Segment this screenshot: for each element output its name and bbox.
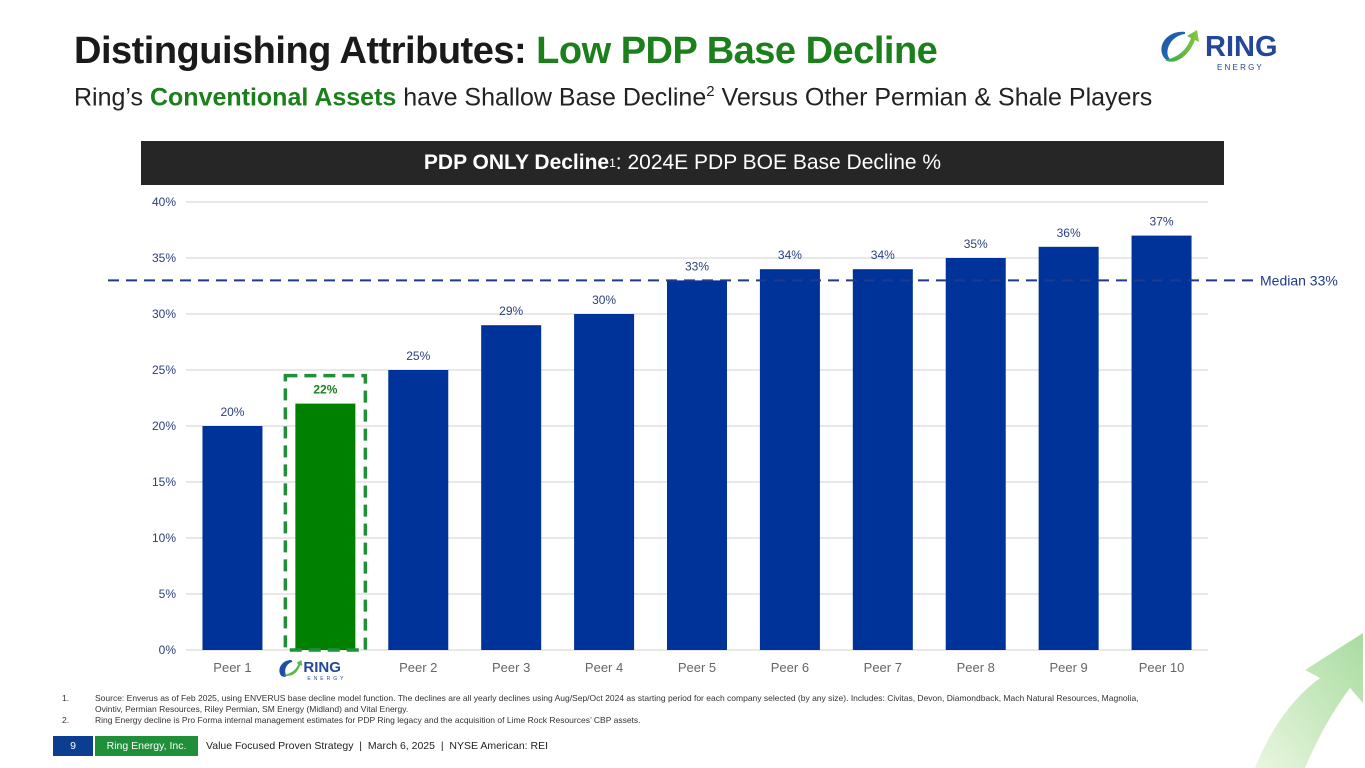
y-tick-label: 15% xyxy=(152,475,176,489)
y-tick-label: 40% xyxy=(152,195,176,209)
bar xyxy=(202,426,263,650)
y-tick-label: 35% xyxy=(152,251,176,265)
footnote-number: 1. xyxy=(62,693,70,703)
footnote-2: 2. Ring Energy decline is Pro Forma inter… xyxy=(62,715,1145,726)
x-tick-label: Peer 2 xyxy=(399,660,437,675)
logo-tagline: E N E R G Y xyxy=(1217,63,1262,72)
chart-header: PDP ONLY Decline 1: 2024E PDP BOE Base De… xyxy=(141,141,1224,185)
data-label: 36% xyxy=(1057,226,1081,240)
subtitle-footnote-ref: 2 xyxy=(706,83,715,100)
x-tick-label: Peer 5 xyxy=(678,660,716,675)
logo-text: RING xyxy=(1205,31,1278,63)
y-tick-label: 10% xyxy=(152,531,176,545)
bar xyxy=(667,280,727,650)
data-label: 34% xyxy=(871,248,895,262)
page-subtitle: Ring’s Conventional Assets have Shallow … xyxy=(74,83,1152,112)
footer-company: Ring Energy, Inc. xyxy=(95,736,198,756)
highlight-box xyxy=(283,373,368,652)
bar xyxy=(945,258,1006,650)
subtitle-end: Versus Other Permian & Shale Players xyxy=(714,83,1153,112)
x-tick-label-logo-tagline: ENERGY xyxy=(307,676,346,682)
x-tick-label: Peer 3 xyxy=(492,660,530,675)
y-tick-label: 30% xyxy=(152,307,176,321)
bar xyxy=(574,314,635,650)
ring-energy-logo: RING E N E R G Y xyxy=(1161,30,1278,72)
data-label: 35% xyxy=(964,237,988,251)
y-tick-label: 5% xyxy=(159,587,177,601)
subtitle-suffix: have Shallow Base Decline xyxy=(396,83,707,112)
footnote-text: Ring Energy decline is Pro Forma interna… xyxy=(95,715,641,725)
data-label: 20% xyxy=(220,405,244,419)
bar-chart: 0% 5% 10% 15% 20% 25% 30% 35% 40% 20% Peer 1 22% RIN… xyxy=(108,195,1338,682)
subtitle-accent: Conventional Assets xyxy=(149,83,397,112)
bar-highlight xyxy=(295,403,356,650)
x-tick-label: Peer 7 xyxy=(864,660,902,675)
footnote-text: Source: Enverus as of Feb 2025, using EN… xyxy=(95,693,1139,714)
x-tick-label: Peer 8 xyxy=(957,660,995,675)
median-label: Median 33% xyxy=(1260,272,1338,288)
chart-header-rest: : 2024E PDP BOE Base Decline % xyxy=(615,151,942,174)
footnote-number: 2. xyxy=(62,715,70,725)
bar xyxy=(388,370,449,650)
data-label: 33% xyxy=(685,259,709,273)
x-tick-label: Peer 6 xyxy=(771,660,809,675)
data-label: 25% xyxy=(406,349,430,363)
title-prefix: Distinguishing Attributes: xyxy=(74,30,537,72)
y-tick-label: 25% xyxy=(152,363,176,377)
page-number: 9 xyxy=(53,736,93,756)
footnote-1: 1. Source: Enverus as of Feb 2025, using … xyxy=(62,693,1145,715)
data-label: 22% xyxy=(313,383,337,397)
footnotes: 1. Source: Enverus as of Feb 2025, using … xyxy=(62,693,1145,726)
x-tick-label: Peer 1 xyxy=(213,660,251,675)
x-tick-label: Peer 4 xyxy=(585,660,623,675)
ring-swoosh-icon xyxy=(1161,30,1199,62)
y-tick-label: 0% xyxy=(159,643,177,657)
page-title: Distinguishing Attributes: Low PDP Base … xyxy=(74,30,938,73)
x-tick-label: Peer 9 xyxy=(1049,660,1087,675)
x-tick-logo-ring-energy xyxy=(279,660,303,677)
x-tick-label: Peer 10 xyxy=(1139,660,1185,675)
x-tick-label-logo-text: RING xyxy=(303,659,341,676)
decorative-arrow-icon xyxy=(1255,633,1363,768)
data-label: 34% xyxy=(778,248,802,262)
footer-tagline: Value Focused Proven Strategy | March 6,… xyxy=(206,740,549,752)
title-accent: Low PDP Base Decline xyxy=(536,30,938,72)
bar xyxy=(1131,235,1192,650)
data-label: 30% xyxy=(592,293,616,307)
bar xyxy=(759,269,820,650)
chart-header-footnote-ref: 1 xyxy=(609,156,616,170)
footer: 9 Ring Energy, Inc. Value Focused Proven… xyxy=(53,736,548,756)
bar xyxy=(1038,246,1099,651)
subtitle-prefix: Ring’s xyxy=(74,83,150,112)
bar xyxy=(852,269,913,650)
chart-header-bold: PDP ONLY Decline xyxy=(423,151,610,174)
data-label: 37% xyxy=(1150,215,1174,229)
y-tick-label: 20% xyxy=(152,419,176,433)
bar xyxy=(481,325,542,650)
data-label: 29% xyxy=(499,304,523,318)
